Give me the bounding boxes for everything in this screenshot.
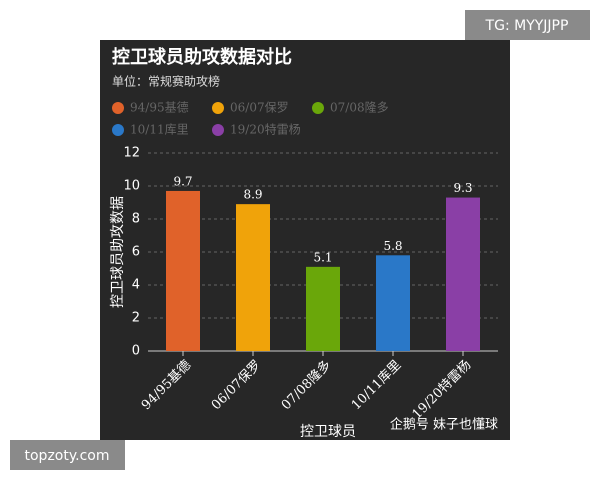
- legend-swatch: [212, 124, 224, 136]
- y-tick-label: 2: [132, 311, 140, 326]
- chart-title: 控卫球员助攻数据对比: [112, 46, 292, 68]
- source: 企鹅号 妹子也懂球: [390, 417, 498, 433]
- y-tick-label: 10: [123, 179, 140, 194]
- bar: [376, 255, 410, 351]
- data-label: 5.1: [313, 250, 332, 264]
- data-label: 5.8: [383, 239, 402, 253]
- x-axis-label: 控卫球员: [300, 424, 356, 440]
- y-tick-label: 4: [132, 278, 140, 293]
- legend-swatch: [112, 124, 124, 136]
- data-label: 8.9: [243, 188, 262, 202]
- y-tick-label: 6: [132, 245, 140, 260]
- legend-label: 10/11库里: [130, 122, 189, 137]
- legend-label: 94/95基德: [130, 100, 189, 115]
- bar: [236, 204, 270, 351]
- y-axis-label: 控卫球员助攻数据: [110, 196, 126, 308]
- legend-label: 19/20特雷杨: [230, 122, 301, 137]
- legend-swatch: [112, 102, 124, 114]
- y-tick-label: 12: [123, 146, 140, 161]
- data-label: 9.7: [173, 174, 192, 188]
- legend-swatch: [212, 102, 224, 114]
- watermark: topzoty.com: [25, 448, 110, 464]
- bar: [446, 197, 480, 351]
- legend-label: 07/08隆多: [330, 100, 389, 115]
- watermark: TG: MYYJJPP: [485, 18, 569, 34]
- legend-swatch: [312, 102, 324, 114]
- data-label: 9.3: [453, 181, 472, 195]
- watermark-box: [10, 440, 125, 470]
- y-tick-label: 8: [132, 212, 140, 227]
- legend-label: 06/07保罗: [230, 101, 289, 115]
- watermark-box: [465, 10, 590, 40]
- y-tick-label: 0: [132, 344, 140, 359]
- bar: [306, 266, 340, 351]
- chart-subtitle: 单位：常规赛助攻榜: [112, 74, 220, 89]
- bar: [166, 190, 200, 351]
